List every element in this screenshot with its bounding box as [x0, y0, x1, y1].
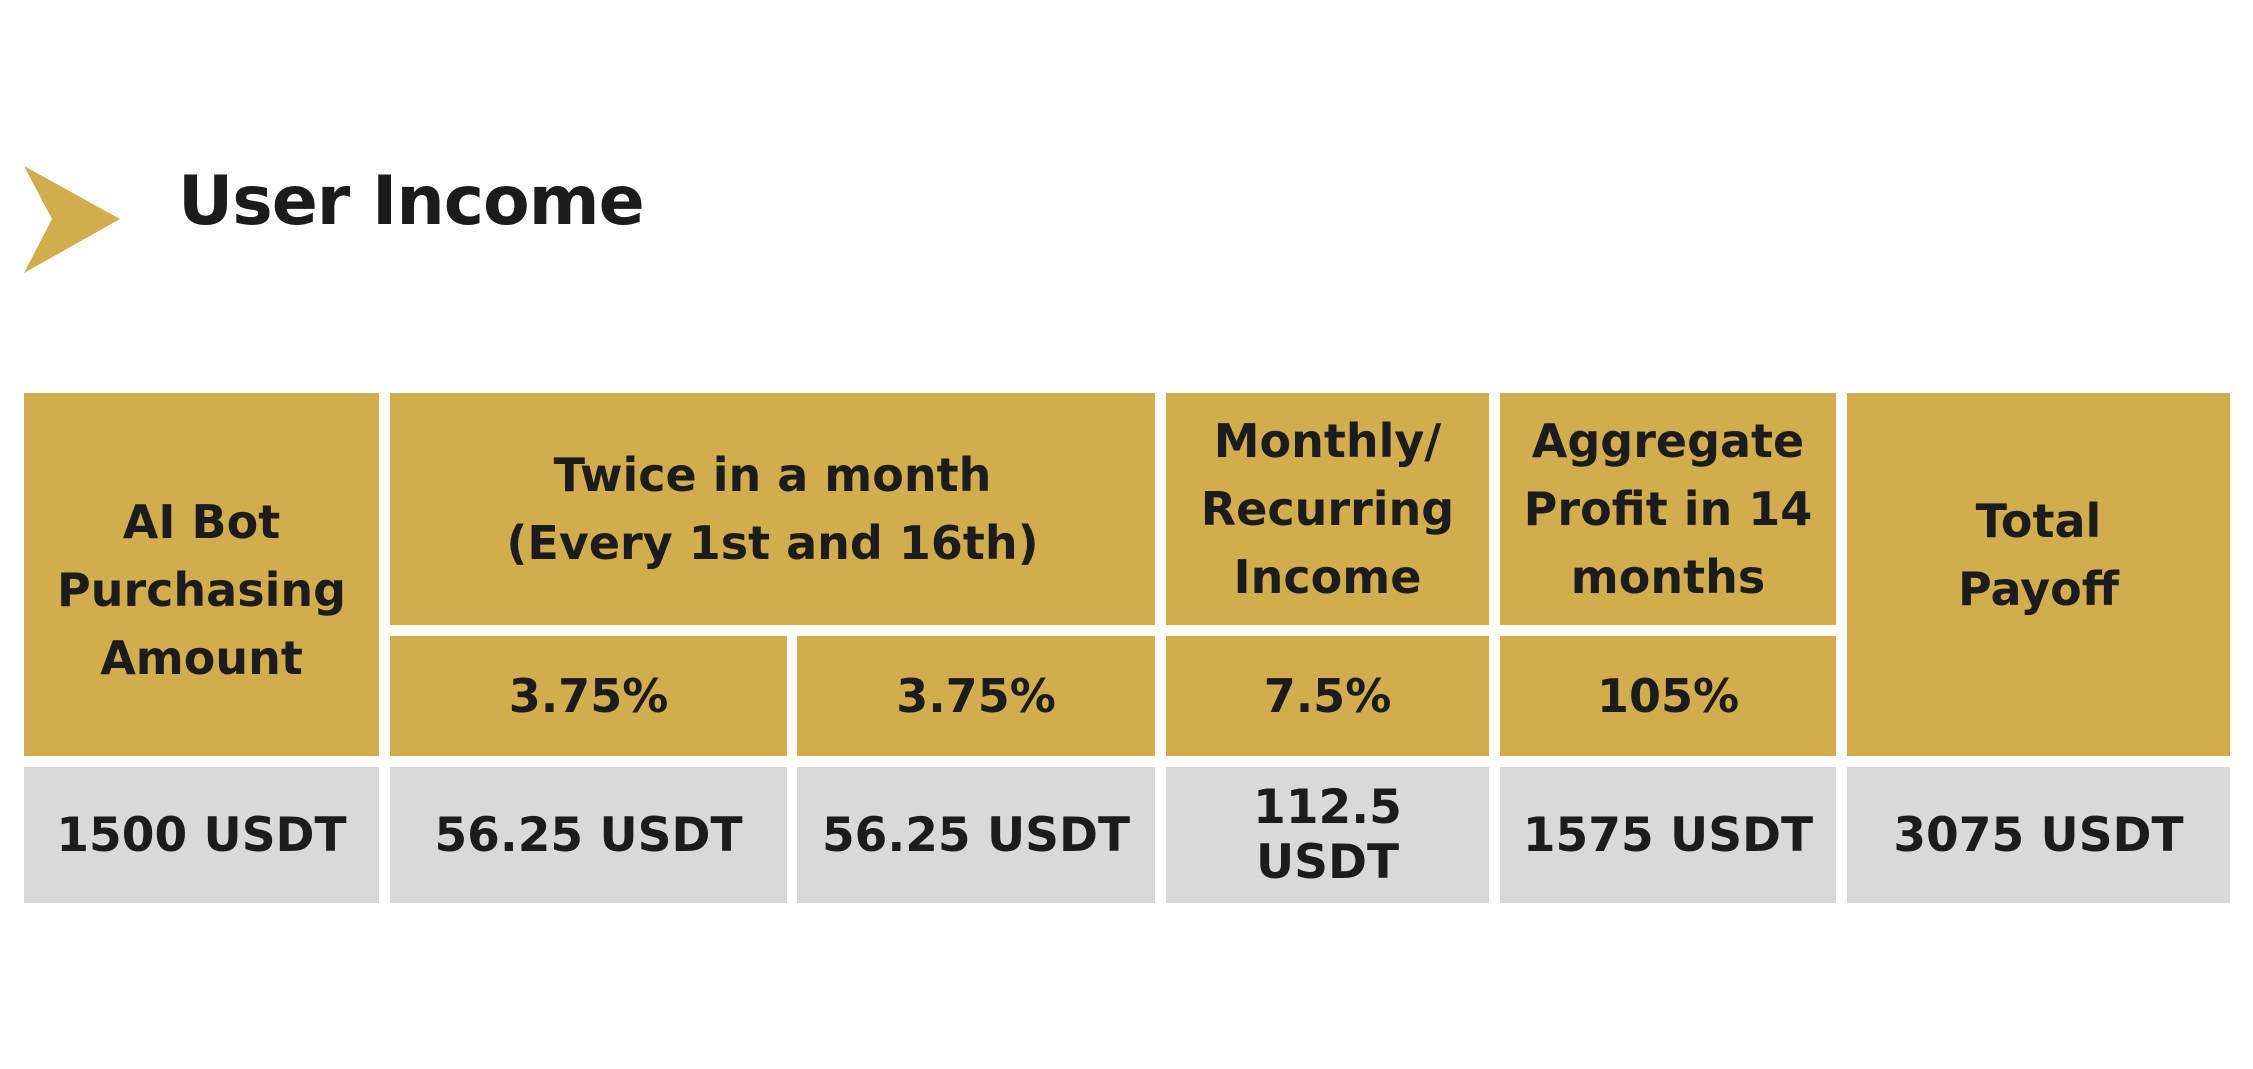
- header-twice-monthly: Twice in a month (Every 1st and 16th): [390, 393, 1155, 625]
- rate-second: 3.75%: [797, 636, 1155, 756]
- value-total-payoff: 3075 USDT: [1847, 767, 2230, 903]
- value-purchase-amount: 1500 USDT: [24, 767, 379, 903]
- value-second-payout: 56.25 USDT: [797, 767, 1155, 903]
- rate-aggregate: 105%: [1500, 636, 1836, 756]
- header-aggregate-profit: Aggregate Profit in 14 months: [1500, 393, 1836, 625]
- value-aggregate-profit: 1575 USDT: [1500, 767, 1836, 903]
- header-monthly-income: Monthly/ Recurring Income: [1166, 393, 1489, 625]
- header-purchase-amount: AI Bot Purchasing Amount: [24, 393, 379, 756]
- arrow-icon: [24, 166, 120, 273]
- rate-monthly: 7.5%: [1166, 636, 1489, 756]
- page-title: User Income: [178, 162, 645, 241]
- value-first-payout: 56.25 USDT: [390, 767, 787, 903]
- header-total-payoff: Total Payoff: [1847, 393, 2230, 756]
- value-monthly-income: 112.5 USDT: [1166, 767, 1489, 903]
- rate-first: 3.75%: [390, 636, 787, 756]
